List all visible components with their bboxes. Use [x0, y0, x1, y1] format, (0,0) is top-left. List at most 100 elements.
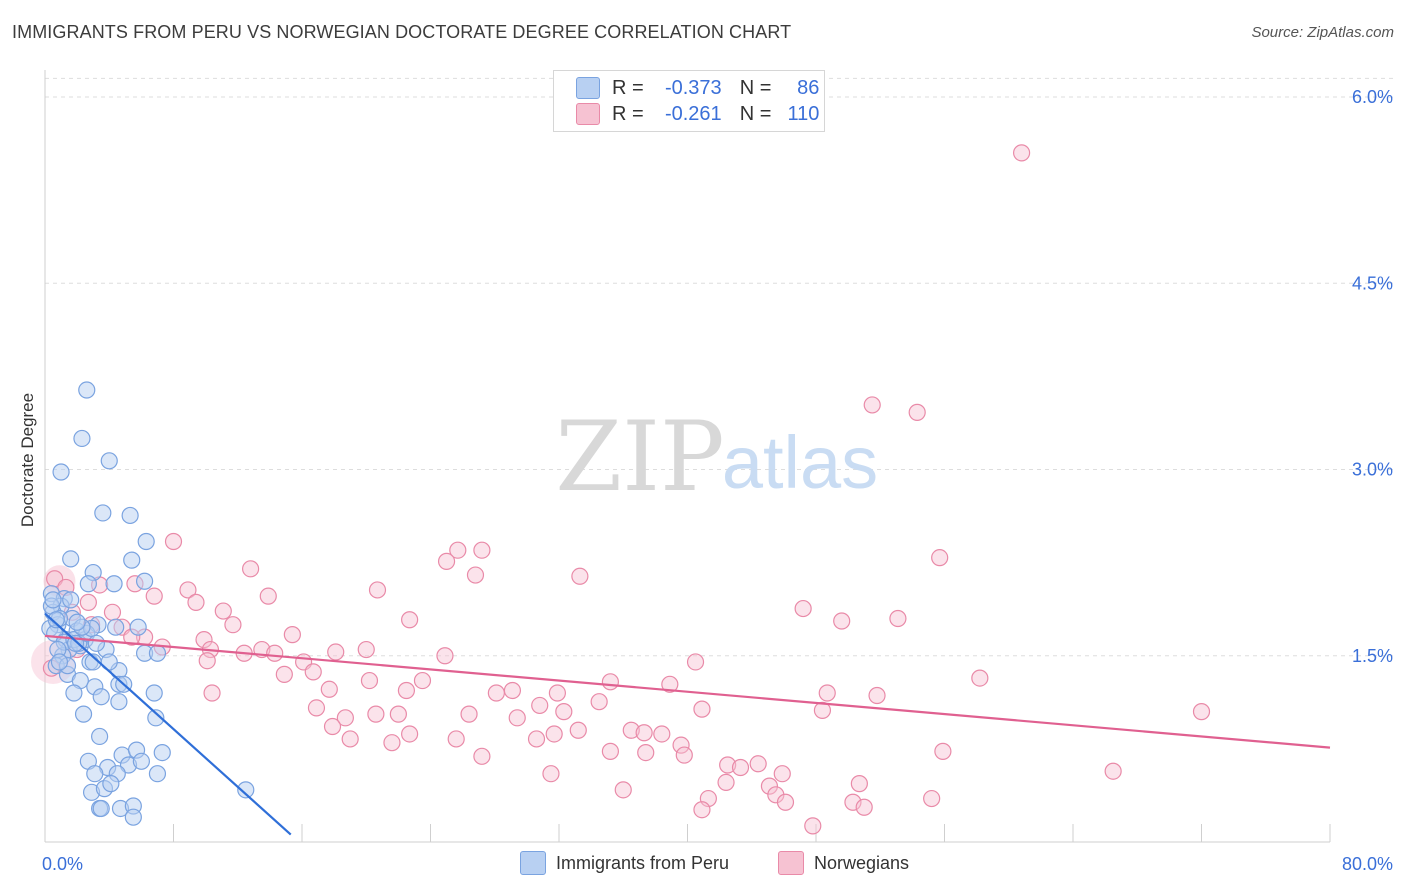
data-point-norwegians [818, 684, 836, 702]
legend: R = -0.373 N = 86 R = -0.261 N = 110 [553, 70, 825, 132]
data-point-norwegians [307, 699, 326, 717]
data-point-norwegians [773, 765, 791, 783]
data-point-norwegians [934, 742, 952, 760]
data-point-norwegians [103, 603, 122, 621]
data-point-norwegians [531, 696, 549, 715]
data-point-peru [79, 575, 97, 593]
watermark-zip: ZIP [555, 401, 724, 513]
data-point-peru [147, 709, 165, 727]
y-tick-label: 6.0% [1352, 87, 1393, 107]
data-point-norwegians [367, 705, 385, 723]
data-point-norwegians [179, 581, 197, 599]
data-point-norwegians [601, 742, 620, 760]
trend-line-norwegians [44, 634, 1331, 749]
legend-r-value-norwegians: -0.261 [664, 102, 722, 125]
data-point-norwegians [304, 663, 322, 681]
legend-n-label: N = [739, 102, 772, 125]
data-point-peru [102, 775, 120, 793]
data-point-norwegians [389, 705, 407, 723]
data-point-norwegians [850, 775, 868, 793]
watermark: ZIP atlas [555, 401, 878, 513]
legend-row-peru: R = -0.373 N = 86 [576, 76, 819, 100]
data-point-norwegians [242, 560, 260, 578]
bottom-legend-label-norwegians: Norwegians [814, 852, 910, 873]
data-point-peru [62, 591, 80, 609]
data-point-norwegians [336, 709, 354, 727]
data-point-norwegians [466, 566, 485, 584]
data-point-norwegians [447, 730, 465, 748]
data-point-norwegians [693, 700, 711, 718]
data-point-norwegians [675, 746, 693, 764]
data-point-norwegians [203, 684, 221, 702]
data-point-norwegians [868, 686, 886, 705]
legend-r-label: R = [612, 76, 644, 99]
chart-title: IMMIGRANTS FROM PERU VS NORWEGIAN DOCTOR… [12, 22, 792, 42]
data-point-norwegians [923, 789, 941, 808]
data-point-norwegians [661, 675, 679, 693]
data-point-peru [148, 644, 167, 662]
data-point-norwegians [473, 747, 491, 765]
data-point-norwegians [259, 587, 277, 605]
data-point-norwegians [401, 611, 419, 629]
data-point-peru [100, 452, 118, 470]
data-point-norwegians [569, 721, 587, 739]
data-point-norwegians [1012, 144, 1031, 162]
data-point-norwegians [635, 724, 653, 742]
data-point-norwegians [653, 725, 671, 743]
data-point-peru [47, 611, 65, 629]
data-point-peru [92, 799, 110, 818]
legend-row-norwegians: R = -0.261 N = 110 [576, 102, 819, 126]
data-point-norwegians [971, 669, 989, 687]
bottom-legend-peru: Immigrants from Peru [520, 850, 729, 876]
data-point-norwegians [908, 403, 926, 421]
data-point-peru [237, 781, 255, 799]
data-point-peru [107, 618, 125, 636]
data-point-norwegians [672, 736, 690, 754]
x-tick-label-min: 0.0% [42, 854, 83, 874]
legend-n-value-norwegians: 110 [787, 102, 820, 125]
data-point-peru [68, 613, 86, 631]
data-point-norwegians [320, 680, 338, 698]
data-point-peru [145, 684, 163, 702]
legend-r-value-peru: -0.373 [664, 76, 722, 99]
data-point-norwegians [693, 801, 711, 819]
data-point-norwegians [368, 581, 387, 599]
data-point-norwegians [863, 396, 881, 414]
data-point-norwegians [833, 612, 851, 630]
data-point-norwegians [79, 593, 97, 611]
data-point-norwegians [198, 652, 216, 670]
data-point-norwegians [397, 681, 416, 700]
data-point-peru [137, 532, 155, 551]
data-point-peru [123, 551, 141, 569]
data-point-peru [62, 550, 80, 568]
data-point-peru [132, 752, 150, 770]
data-point-norwegians [686, 653, 705, 671]
bottom-legend-swatch-blue [520, 851, 546, 875]
data-point-norwegians [145, 587, 163, 605]
legend-n-value-peru: 86 [797, 76, 820, 99]
data-point-peru [105, 575, 123, 593]
data-point-norwegians [542, 765, 560, 783]
data-point-norwegians [555, 703, 573, 721]
data-point-norwegians [548, 684, 566, 702]
data-point-norwegians [601, 673, 620, 691]
data-point-norwegians [341, 730, 359, 748]
data-point-norwegians [614, 781, 632, 799]
data-point-norwegians [323, 717, 342, 736]
data-point-norwegians [637, 743, 655, 762]
bottom-legend-swatch-pink [778, 851, 804, 875]
data-point-norwegians [164, 532, 183, 551]
data-point-norwegians [360, 671, 379, 690]
source-label: Source: ZipAtlas.com [1251, 24, 1394, 41]
trend-line-peru [44, 612, 292, 836]
data-point-peru [153, 743, 171, 762]
data-point-norwegians [1104, 762, 1122, 780]
data-point-norwegians [794, 599, 812, 618]
bottom-legend-label-peru: Immigrants from Peru [556, 852, 730, 873]
y-tick-label: 1.5% [1352, 646, 1393, 666]
data-point-peru [44, 591, 62, 609]
data-point-norwegians [195, 631, 213, 649]
data-point-norwegians [383, 734, 401, 752]
data-point-peru [121, 506, 139, 525]
data-point-norwegians [804, 817, 822, 835]
